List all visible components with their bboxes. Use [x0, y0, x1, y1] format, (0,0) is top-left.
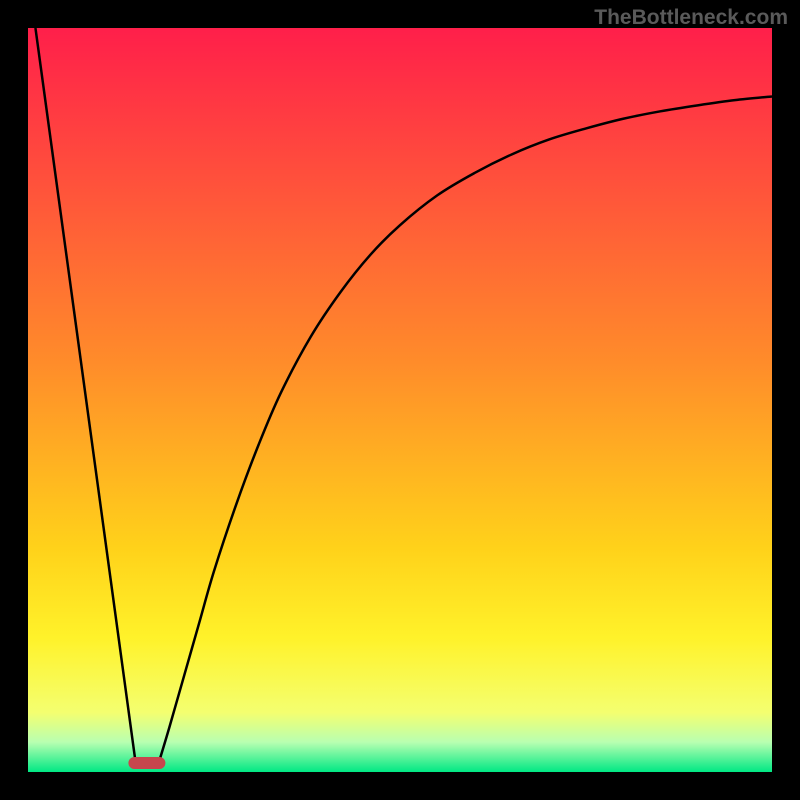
watermark-text: TheBottleneck.com — [594, 6, 788, 30]
left-line — [35, 28, 135, 765]
plot-area — [28, 28, 772, 772]
chart-container: TheBottleneck.com — [0, 0, 800, 800]
curve-layer — [28, 28, 772, 772]
min-marker — [128, 757, 165, 769]
right-curve — [158, 96, 772, 764]
